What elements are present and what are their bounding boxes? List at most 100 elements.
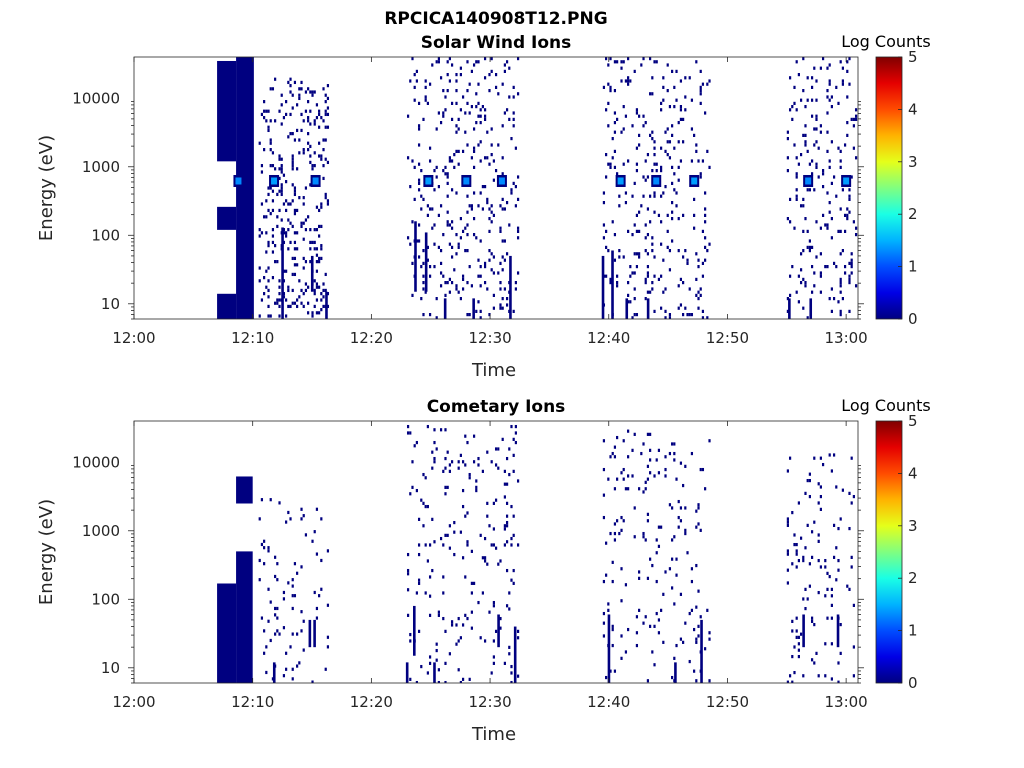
data-cell [494,498,498,502]
data-cell [448,277,451,281]
data-cell [704,111,707,115]
data-cell [510,664,513,669]
data-cell [839,149,842,153]
data-cell [627,429,630,433]
data-cell [819,507,822,511]
data-cell [320,244,323,248]
data-cell [819,565,822,569]
data-cell [300,288,303,293]
data-cell [830,105,833,109]
data-cell [708,242,711,246]
data-cell [620,599,623,603]
data-cell [483,536,487,541]
data-cell [417,124,421,128]
x-tick-label: 12:20 [350,693,393,711]
data-cell [433,460,436,464]
data-cell [271,199,275,203]
data-cell [479,140,482,144]
data-cell [609,89,612,93]
data-cell [258,517,261,521]
data-cell [824,565,827,569]
data-cell [276,629,279,633]
data-cell [433,456,436,461]
data-cell [300,629,303,633]
data-cell [673,188,676,192]
data-cell [649,557,652,561]
data-cell [280,170,283,174]
data-cell [627,300,630,304]
data-cell [280,186,283,190]
data-cell [797,635,800,639]
data-cell [313,90,316,94]
data-cell [613,89,617,93]
data-cell [271,234,275,238]
data-cell [657,213,661,217]
data-cell [508,645,511,649]
data-cell [642,442,645,446]
data-cell [291,93,294,97]
data-cell [466,281,469,285]
data-cell [852,603,855,607]
data-cell [280,122,283,126]
data-cell [708,439,711,443]
data-cell [315,116,319,120]
data-cell [638,114,641,118]
data-cell [289,202,292,206]
data-cell [296,632,299,636]
data-cell [291,594,294,598]
data-cell [269,638,272,643]
data-cell [837,229,840,233]
data-cell [846,217,849,221]
data-cell [701,316,705,319]
data-cell [605,541,608,545]
data-cell [282,240,286,245]
data-cell [293,186,297,190]
data-cell [437,60,440,64]
data-cell [409,492,412,496]
data-cell [313,119,316,123]
data-cell [679,108,683,112]
data-cell [413,98,416,102]
data-cell [602,236,606,240]
data-cell [320,205,323,209]
data-cell [629,265,632,269]
data-cell [298,151,301,155]
data-cell [406,236,410,240]
data-cell [278,189,281,193]
data-cell [431,226,434,230]
data-cell [313,288,316,293]
data-cell [682,213,685,217]
data-cell [644,281,647,285]
data-cell [304,282,308,286]
data-cell [613,531,617,536]
data-cell [819,485,822,489]
data-cell [313,164,316,168]
data-block [236,57,254,319]
data-cell [455,130,458,134]
data-spot [653,177,660,185]
data-cell [690,567,694,571]
data-cell [835,578,838,582]
data-cell [439,76,443,80]
data-cell [808,162,811,166]
data-cell [788,274,792,278]
data-cell [852,146,855,150]
data-cell [613,522,617,526]
data-cell [631,448,634,452]
data-cell [828,210,831,214]
data-cell [477,456,480,461]
data-cell [453,520,456,525]
data-cell [699,69,702,73]
data-cell [497,271,500,275]
data-cell [409,242,412,246]
data-cell [501,437,504,441]
data-cell [503,543,506,547]
data-cell [668,140,672,144]
data-cell [415,69,418,73]
data-cell [505,303,509,307]
data-cell [618,255,621,259]
data-cell [655,60,658,64]
data-cell [684,531,687,536]
colorbar-tick-label: 4 [908,100,918,118]
data-cell [704,207,707,211]
